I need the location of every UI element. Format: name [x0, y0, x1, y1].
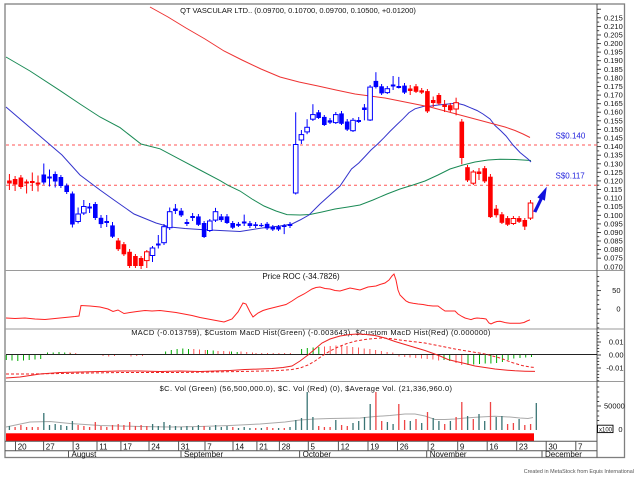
svg-text:0.155: 0.155 — [604, 116, 623, 125]
svg-text:$C. Vol (Green) (56,500,000.0): $C. Vol (Green) (56,500,000.0), $C. Vol … — [160, 384, 453, 393]
svg-text:24: 24 — [151, 443, 160, 452]
svg-text:QT VASCULAR LTD.. (0.09700, 0.: QT VASCULAR LTD.. (0.09700, 0.10700, 0.0… — [180, 6, 416, 15]
svg-text:-0.01: -0.01 — [606, 364, 623, 373]
svg-text:0.135: 0.135 — [604, 151, 623, 160]
svg-text:0.075: 0.075 — [604, 254, 623, 263]
svg-text:7: 7 — [578, 443, 583, 452]
svg-text:0.205: 0.205 — [604, 31, 623, 40]
svg-text:0.195: 0.195 — [604, 48, 623, 57]
svg-text:0.210: 0.210 — [604, 22, 623, 31]
svg-text:3: 3 — [75, 443, 80, 452]
svg-text:0.130: 0.130 — [604, 159, 623, 168]
svg-text:11: 11 — [99, 443, 108, 452]
svg-text:0.215: 0.215 — [604, 13, 623, 22]
svg-text:0.110: 0.110 — [604, 194, 622, 203]
svg-text:S$0.140: S$0.140 — [556, 131, 586, 140]
svg-text:0.095: 0.095 — [604, 219, 623, 228]
svg-text:9: 9 — [460, 443, 465, 452]
svg-text:0.115: 0.115 — [604, 185, 622, 194]
svg-text:0.185: 0.185 — [604, 65, 623, 74]
svg-text:0.175: 0.175 — [604, 82, 623, 91]
svg-text:0.180: 0.180 — [604, 73, 623, 82]
svg-text:0.01: 0.01 — [609, 338, 624, 347]
svg-text:0.090: 0.090 — [604, 228, 623, 237]
svg-text:28: 28 — [282, 443, 291, 452]
svg-text:5: 5 — [311, 443, 316, 452]
svg-text:7: 7 — [207, 443, 212, 452]
svg-text:30: 30 — [548, 443, 557, 452]
svg-text:0.120: 0.120 — [604, 176, 623, 185]
svg-text:0.140: 0.140 — [604, 142, 623, 151]
svg-text:August: August — [72, 450, 98, 459]
svg-text:16: 16 — [489, 443, 498, 452]
svg-text:S$0.117: S$0.117 — [556, 171, 586, 180]
svg-text:x100: x100 — [599, 427, 613, 433]
svg-text:December: December — [545, 450, 582, 459]
svg-text:20: 20 — [18, 443, 27, 452]
svg-text:50: 50 — [612, 286, 620, 295]
svg-text:0.160: 0.160 — [604, 108, 623, 117]
svg-text:Price ROC (-34.7826): Price ROC (-34.7826) — [262, 272, 340, 281]
svg-text:0: 0 — [616, 305, 620, 314]
svg-text:0.125: 0.125 — [604, 168, 623, 177]
svg-text:0.170: 0.170 — [604, 91, 623, 100]
svg-text:12: 12 — [341, 443, 350, 452]
svg-text:0.085: 0.085 — [604, 237, 623, 246]
svg-text:November: November — [430, 450, 467, 459]
svg-text:October: October — [303, 450, 332, 459]
svg-text:0.200: 0.200 — [604, 39, 623, 48]
svg-text:0.165: 0.165 — [604, 99, 623, 108]
svg-text:31: 31 — [181, 443, 190, 452]
svg-text:0.070: 0.070 — [604, 262, 623, 271]
svg-text:50000: 50000 — [604, 402, 625, 411]
svg-text:0.080: 0.080 — [604, 245, 623, 254]
svg-text:0: 0 — [618, 425, 622, 434]
svg-text:14: 14 — [235, 443, 244, 452]
svg-text:Created in MetaStock from Equi: Created in MetaStock from Equis Internat… — [524, 469, 634, 475]
svg-text:0.145: 0.145 — [604, 134, 623, 143]
svg-text:19: 19 — [370, 443, 379, 452]
svg-text:0.150: 0.150 — [604, 125, 623, 134]
svg-text:0.190: 0.190 — [604, 56, 623, 65]
svg-text:September: September — [184, 450, 223, 459]
svg-text:27: 27 — [46, 443, 55, 452]
svg-text:0.105: 0.105 — [604, 202, 623, 211]
svg-text:23: 23 — [519, 443, 528, 452]
svg-text:0.00: 0.00 — [609, 351, 624, 360]
svg-text:17: 17 — [123, 443, 132, 452]
svg-text:21: 21 — [259, 443, 268, 452]
svg-text:MACD (-0.013759), $Custom MacD: MACD (-0.013759), $Custom MacD Hist(Gree… — [131, 328, 491, 337]
svg-text:2: 2 — [430, 443, 435, 452]
svg-text:0.100: 0.100 — [604, 211, 623, 220]
svg-text:26: 26 — [400, 443, 409, 452]
